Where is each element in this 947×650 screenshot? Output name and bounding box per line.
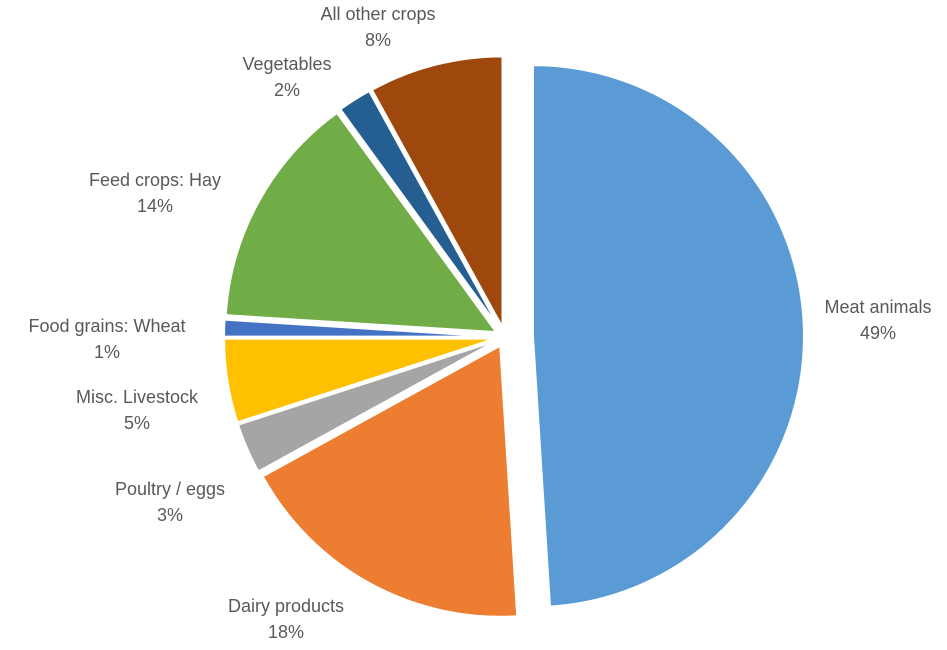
slice-food-grains-wheat — [223, 318, 496, 338]
slice-label-meat-animals: Meat animals — [824, 297, 931, 317]
slice-label-dairy-products: Dairy products — [228, 596, 344, 616]
slice-value-label-meat-animals: 49% — [860, 323, 896, 343]
slice-value-label-poultry-eggs: 3% — [157, 505, 183, 525]
slice-value-label-all-other-crops: 8% — [365, 30, 391, 50]
slice-value-label-misc-livestock: 5% — [124, 413, 150, 433]
slice-dairy-products — [261, 344, 519, 618]
slice-vegetables — [338, 89, 501, 330]
slice-label-food-grains-wheat: Food grains: Wheat — [28, 316, 185, 336]
slice-poultry-eggs — [236, 340, 497, 473]
slice-label-misc-livestock: Misc. Livestock — [76, 387, 199, 407]
slice-misc-livestock — [223, 337, 496, 424]
slice-value-label-feed-crops-hay: 14% — [137, 196, 173, 216]
slice-feed-crops-hay — [224, 111, 499, 334]
slice-label-feed-crops-hay: Feed crops: Hay — [89, 170, 221, 190]
slice-value-label-vegetables: 2% — [274, 80, 300, 100]
slice-label-poultry-eggs: Poultry / eggs — [115, 479, 225, 499]
slice-meat-animals — [531, 64, 805, 608]
slice-value-label-dairy-products: 18% — [268, 622, 304, 642]
slice-label-all-other-crops: All other crops — [320, 4, 435, 24]
slice-all-other-crops — [370, 55, 504, 328]
slice-value-label-food-grains-wheat: 1% — [94, 342, 120, 362]
slice-label-vegetables: Vegetables — [242, 54, 331, 74]
